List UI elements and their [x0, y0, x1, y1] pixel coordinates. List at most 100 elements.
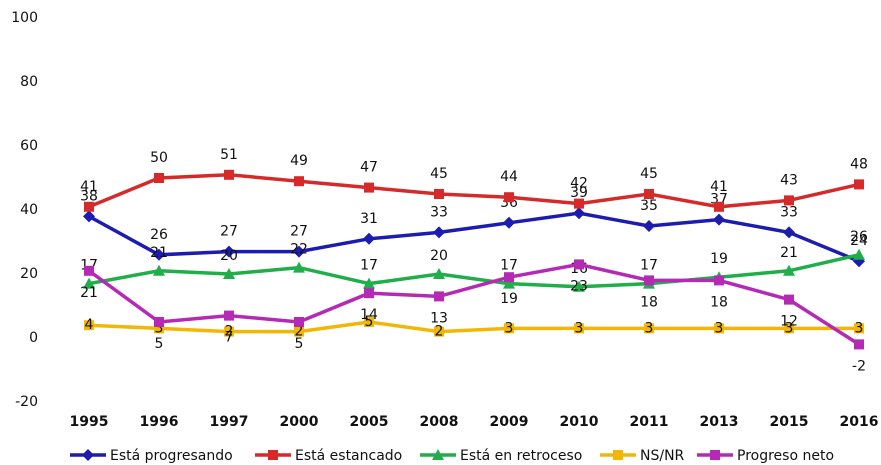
marker	[504, 192, 514, 203]
marker	[293, 245, 305, 258]
data-label: 47	[360, 160, 378, 176]
data-label: 31	[360, 211, 378, 227]
data-label: 39	[570, 185, 588, 201]
data-label: 13	[430, 310, 448, 326]
marker	[364, 182, 374, 193]
y-tick-label: 40	[20, 202, 38, 218]
marker	[153, 264, 165, 276]
data-label: 3	[715, 320, 724, 336]
data-label: 26	[850, 229, 868, 245]
data-label: 2	[435, 324, 444, 340]
series-line	[87, 262, 860, 346]
marker	[714, 275, 724, 286]
marker	[223, 245, 235, 258]
data-label: 33	[780, 204, 798, 220]
marker	[503, 216, 515, 229]
marker	[84, 265, 94, 276]
data-label: 3	[785, 320, 794, 336]
marker	[854, 179, 864, 190]
marker	[854, 323, 864, 334]
marker	[853, 248, 865, 260]
legend-text: NS/NR	[640, 448, 685, 464]
data-label: 17	[640, 258, 658, 274]
data-label: 2	[225, 324, 234, 340]
x-tick-label: 2005	[350, 414, 389, 430]
marker	[294, 176, 304, 187]
data-label: 42	[570, 176, 588, 192]
data-label: 3	[155, 320, 164, 336]
data-label: 49	[290, 153, 308, 169]
marker	[364, 317, 374, 327]
marker	[224, 169, 234, 180]
marker	[574, 198, 584, 209]
series: 41 50 51 49 47 45 44 42 45 41 43 48	[80, 147, 868, 212]
x-tick-label: 2016	[840, 414, 879, 430]
legend-item: NS/NR	[600, 448, 685, 464]
marker	[784, 195, 794, 206]
y-tick-label: 60	[20, 138, 38, 154]
marker	[293, 261, 305, 273]
marker	[504, 323, 514, 334]
marker	[364, 288, 374, 299]
data-label: 27	[290, 224, 308, 240]
legend-text: Está estancado	[295, 448, 402, 464]
marker	[224, 310, 234, 321]
data-label: 3	[575, 320, 584, 336]
marker	[154, 323, 164, 334]
marker	[268, 450, 278, 460]
x-tick-label: 2000	[280, 414, 319, 430]
data-label: 14	[360, 307, 378, 323]
data-label: 3	[505, 320, 514, 336]
data-label: 3	[855, 320, 864, 336]
data-label: 44	[500, 169, 518, 185]
data-label: 23	[570, 278, 588, 294]
data-label: 26	[150, 227, 168, 243]
data-label: 5	[295, 336, 304, 352]
marker	[363, 232, 375, 245]
y-tick-label: 80	[20, 74, 38, 90]
marker	[714, 323, 724, 334]
marker	[854, 339, 864, 350]
marker	[644, 323, 654, 334]
data-label: 19	[710, 251, 728, 267]
data-label: 33	[430, 204, 448, 220]
marker	[713, 213, 725, 226]
marker	[154, 317, 164, 327]
y-tick-label: 20	[20, 266, 38, 282]
data-label: 18	[710, 294, 728, 310]
y-tick-label: 0	[29, 330, 38, 346]
marker	[82, 449, 94, 461]
data-label: 19	[500, 291, 518, 307]
legend-item: Está en retroceso	[420, 448, 582, 464]
data-label: -2	[852, 358, 866, 374]
data-label: 20	[220, 248, 238, 264]
marker	[574, 323, 584, 334]
marker	[223, 268, 235, 279]
data-label: 22	[290, 242, 308, 258]
marker	[84, 201, 94, 212]
marker	[433, 268, 445, 279]
x-tick-label: 1995	[70, 414, 109, 430]
marker	[503, 277, 515, 289]
marker	[294, 326, 304, 337]
series-line	[88, 173, 860, 209]
marker	[83, 277, 95, 289]
marker	[224, 326, 234, 337]
data-label: 18	[640, 294, 658, 310]
x-tick-label: 2009	[490, 414, 529, 430]
marker	[83, 210, 95, 223]
data-label: 48	[850, 156, 868, 172]
y-tick-label: -20	[15, 394, 38, 410]
marker	[504, 272, 514, 283]
x-tick-label: 1997	[210, 414, 249, 430]
data-label: 2	[295, 324, 304, 340]
marker	[574, 259, 584, 270]
marker	[363, 277, 375, 289]
x-tick-label: 2015	[770, 414, 809, 430]
data-label: 24	[850, 233, 868, 249]
series-line	[88, 320, 859, 334]
data-label: 17	[360, 258, 378, 274]
